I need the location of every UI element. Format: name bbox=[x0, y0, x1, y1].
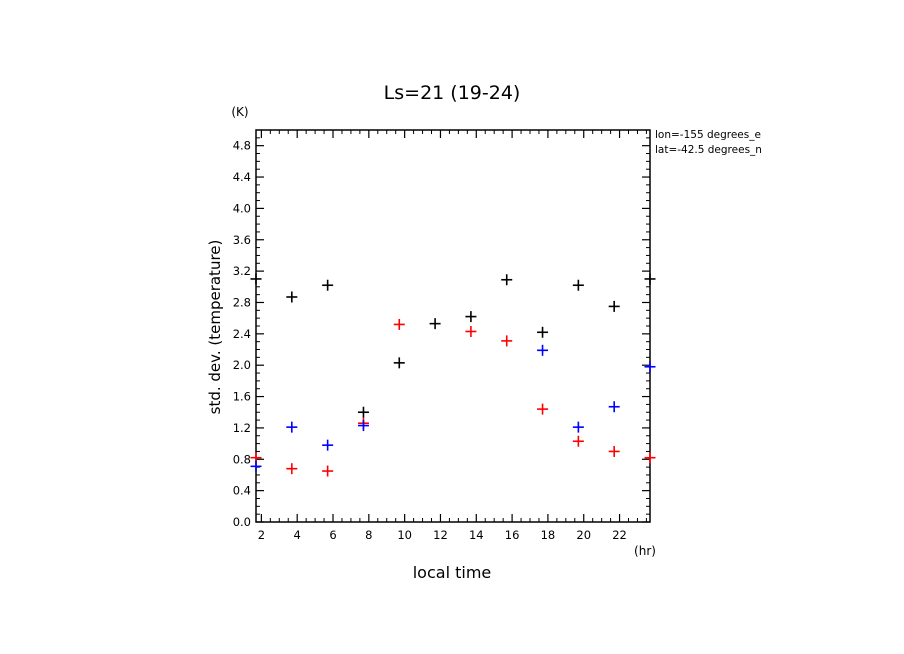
y-tick-label: 2.0 bbox=[233, 358, 251, 372]
plot-frame bbox=[255, 129, 651, 523]
x-unit-label: (hr) bbox=[634, 544, 656, 558]
x-tick-label: 14 bbox=[469, 528, 484, 542]
x-tick-label: 10 bbox=[397, 528, 412, 542]
x-tick-label: 2 bbox=[258, 528, 265, 542]
data-marks bbox=[250, 273, 656, 477]
data-point bbox=[357, 420, 369, 432]
data-point bbox=[644, 452, 656, 464]
data-point bbox=[644, 361, 656, 373]
data-point bbox=[393, 318, 405, 330]
axes: 0.0 0.4 0.8 1.2 1.6 2.0 2.4 2.8 3.2 3.6 4.0 4.4 4.8 2… bbox=[233, 130, 650, 542]
data-point bbox=[644, 273, 656, 285]
y-axis-label: std. dev. (temperature) bbox=[206, 240, 224, 415]
data-point bbox=[393, 357, 405, 369]
y-tick-label: 3.2 bbox=[233, 264, 251, 278]
x-tick-label: 8 bbox=[365, 528, 372, 542]
annotation-lon: lon=-155 degrees_e bbox=[655, 129, 761, 141]
data-point bbox=[608, 300, 620, 312]
data-point bbox=[501, 274, 513, 286]
data-point bbox=[537, 403, 549, 415]
annotation-lat: lat=-42.5 degrees_n bbox=[655, 144, 762, 156]
chart-title: Ls=21 (19-24) bbox=[384, 82, 521, 104]
x-tick-label: 4 bbox=[294, 528, 301, 542]
y-tick-label: 3.6 bbox=[233, 233, 251, 247]
x-tick-label: 12 bbox=[433, 528, 448, 542]
y-tick-label: 2.8 bbox=[233, 295, 251, 309]
y-tick-label: 0.0 bbox=[233, 515, 251, 529]
y-tick-label: 0.8 bbox=[233, 452, 251, 466]
data-point bbox=[286, 463, 298, 475]
x-tick-label: 18 bbox=[541, 528, 556, 542]
x-tick-label: 16 bbox=[505, 528, 520, 542]
x-tick-label: 20 bbox=[576, 528, 591, 542]
data-point bbox=[250, 273, 262, 285]
y-tick-label: 4.4 bbox=[233, 170, 251, 184]
data-point bbox=[537, 326, 549, 338]
x-tick-label: 22 bbox=[612, 528, 627, 542]
y-tick-label: 4.8 bbox=[233, 139, 251, 153]
data-point bbox=[250, 460, 262, 472]
data-point bbox=[286, 291, 298, 303]
data-point bbox=[572, 279, 584, 291]
data-point bbox=[465, 311, 477, 323]
data-point bbox=[572, 421, 584, 433]
y-tick-label: 1.2 bbox=[233, 421, 251, 435]
data-point bbox=[357, 406, 369, 418]
y-tick-label: 2.4 bbox=[233, 327, 251, 341]
data-point bbox=[429, 318, 441, 330]
data-point bbox=[608, 401, 620, 413]
data-point bbox=[537, 344, 549, 356]
data-point bbox=[286, 421, 298, 433]
x-tick-label: 6 bbox=[329, 528, 336, 542]
data-point bbox=[322, 279, 334, 291]
x-axis-label: local time bbox=[413, 563, 492, 582]
y-tick-label: 1.6 bbox=[233, 390, 251, 404]
y-tick-label: 4.0 bbox=[233, 201, 251, 215]
data-point bbox=[572, 435, 584, 447]
data-point bbox=[322, 465, 334, 477]
data-point bbox=[465, 325, 477, 337]
y-tick-label: 0.4 bbox=[233, 484, 251, 498]
data-point bbox=[501, 335, 513, 347]
data-point bbox=[322, 439, 334, 451]
data-point bbox=[608, 445, 620, 457]
y-unit-label: (K) bbox=[231, 105, 248, 119]
